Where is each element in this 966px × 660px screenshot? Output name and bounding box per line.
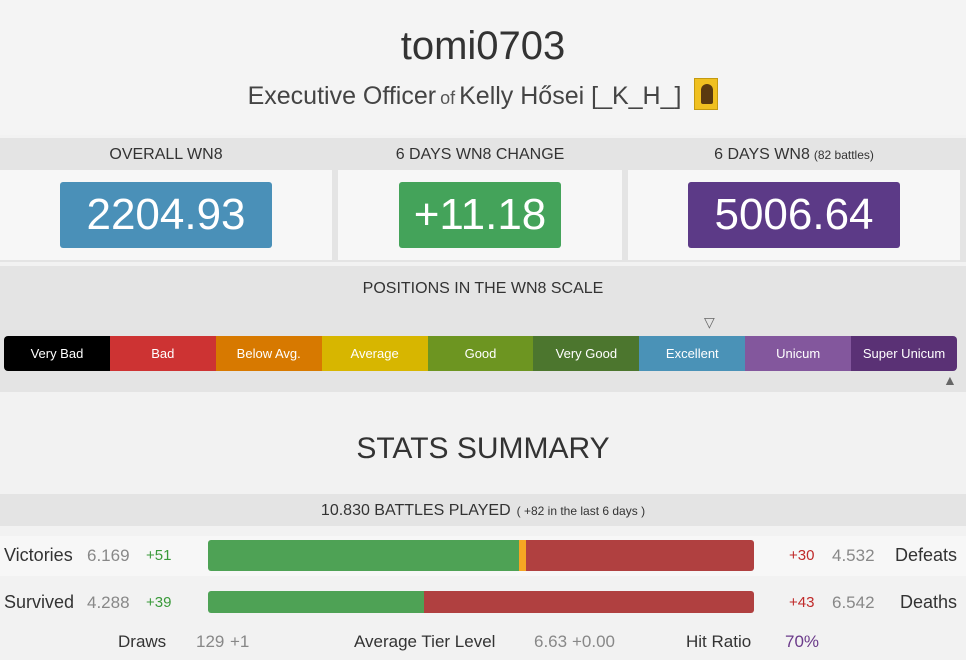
stats-summary-title: STATS SUMMARY [356,432,610,465]
survived-bar [208,591,754,613]
wn8-section: OVERALL WN8 2204.93 6 DAYS WN8 CHANGE +1… [0,138,966,262]
recent-wn8-value: 5006.64 [688,182,900,248]
scale-cell-super-unicum: Super Unicum [851,336,957,371]
deaths-label: Deaths [899,592,957,612]
survived-bar-survived [208,591,425,613]
wn8-change-title: 6 DAYS WN8 CHANGE [395,146,565,163]
defeats-label: Defeats [894,545,957,565]
clan-emblem-icon[interactable] [694,78,719,110]
wn8-change-value: +11.18 [399,182,561,248]
battles-played: 10.830 BATTLES PLAYED [320,502,511,519]
battles-played-band: 10.830 BATTLES PLAYED ( +82 in the last 6… [0,494,966,526]
triangle-down-icon: ▽ [704,314,715,330]
draws-value: 129 [196,632,225,651]
recent-wn8-title: 6 DAYS WN8 (82 battles) [628,146,960,164]
scale-cell-excellent: Excellent [639,336,746,371]
overall-wn8-value: 2204.93 [60,182,272,248]
victories-bar-defeats [525,540,754,571]
player-role: Executive Officer [247,82,437,110]
recent-wn8-card: 5006.64 [628,170,960,260]
survived-bar-deaths [424,591,754,613]
extra-stats-row: Draws 129 +1 Average Tier Level 6.63 +0.… [0,624,966,660]
wn8-scale-bar: Very Bad Bad Below Avg. Average Good Very Goo… [4,336,957,371]
wn8-scale-section: POSITIONS IN THE WN8 SCALE ▽ Very Bad Bad… [0,266,966,392]
survived-value: 4.288 [87,593,130,612]
survived-row: Survived 4.288 +39 +43 6.542 Deaths [0,582,966,622]
player-name: tomi0703 [400,24,566,68]
defeats-value: 4.532 [832,546,875,565]
scale-cell-average: Average [321,336,428,371]
overall-wn8-title: OVERALL WN8 [109,146,223,163]
scale-cell-below-avg: Below Avg. [215,336,322,371]
survived-delta: +39 [146,594,172,611]
victories-bar [208,540,754,571]
deaths-value: 6.542 [832,593,875,612]
avg-tier-delta: +0.00 [572,632,616,651]
draws-label: Draws [118,632,167,651]
defeats-delta: +30 [789,547,815,564]
triangle-up-icon: ▲ [943,372,957,388]
player-header: tomi0703 Executive Officer of Kelly Hősei … [0,0,966,135]
hit-ratio-value: 70% [785,632,820,651]
scale-cell-very-bad: Very Bad [4,336,110,371]
clan-name[interactable]: Kelly Hősei [_K_H_] [459,82,682,110]
clan-line: Executive Officer of Kelly Hősei [_K_H_] [0,78,966,111]
victories-value: 6.169 [87,546,130,565]
wn8-change-card: +11.18 [338,170,622,260]
avg-tier-label: Average Tier Level [354,632,496,651]
battles-recent: ( +82 in the last 6 days ) [516,504,646,518]
scale-cell-very-good: Very Good [533,336,640,371]
hit-ratio-label: Hit Ratio [686,632,752,651]
wn8-scale-title: POSITIONS IN THE WN8 SCALE [362,280,604,297]
deaths-delta: +43 [789,594,815,611]
of-word: of [440,88,456,108]
recent-wn8-title-text: 6 DAYS WN8 [714,146,810,163]
draws-delta: +1 [230,632,250,651]
overall-wn8-card: 2204.93 [0,170,332,260]
victories-bar-wins [208,540,520,571]
scale-cell-bad: Bad [109,336,216,371]
scale-cell-good: Good [427,336,534,371]
survived-label: Survived [4,592,75,612]
avg-tier-value: 6.63 [534,632,568,651]
victories-delta: +51 [146,547,172,564]
victories-label: Victories [4,545,73,565]
victories-row: Victories 6.169 +51 +30 4.532 Defeats [0,536,966,576]
recent-battles-count: (82 battles) [813,148,874,162]
scale-cell-unicum: Unicum [745,336,852,371]
victories-bar-draws [519,540,526,571]
